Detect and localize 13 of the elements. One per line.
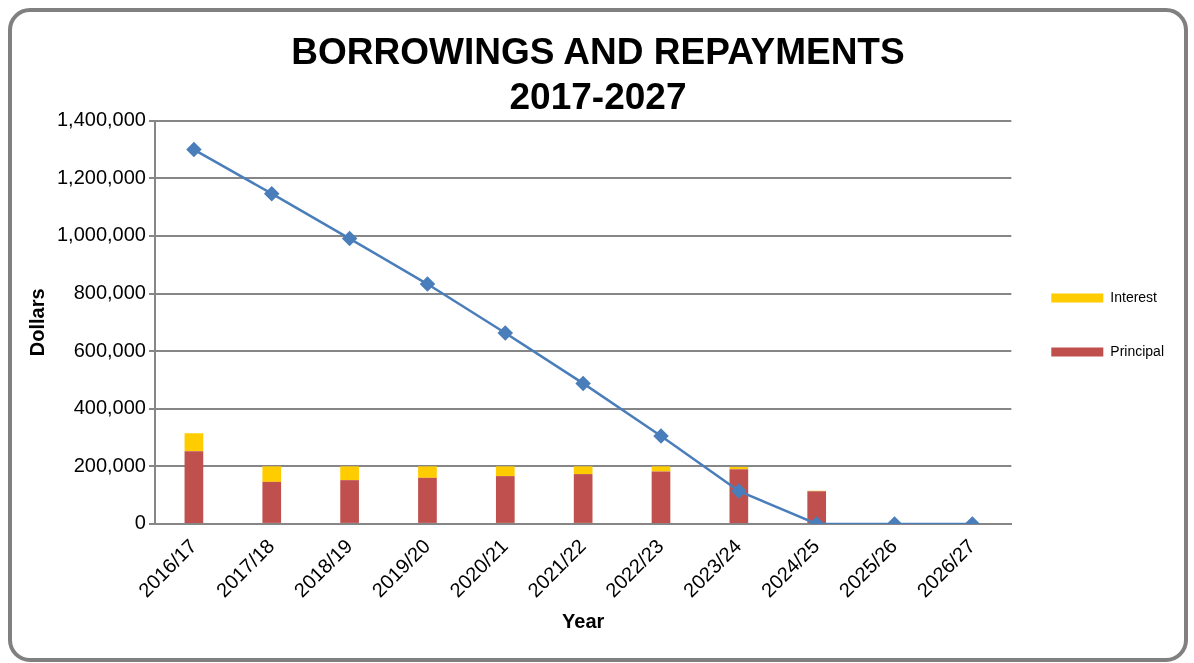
y-tick-label: 0 bbox=[134, 511, 146, 534]
chart-title: BORROWINGS AND REPAYMENTS 2017-2027 bbox=[291, 31, 905, 117]
y-tick-label: 600,000 bbox=[73, 338, 146, 361]
legend-label: Interest bbox=[1110, 288, 1158, 305]
y-tick-label: 800,000 bbox=[73, 281, 146, 304]
x-axis-title: Year bbox=[562, 609, 605, 632]
y-tick-label: 400,000 bbox=[73, 396, 146, 419]
y-tick-label: 1,400,000 bbox=[56, 108, 146, 131]
y-tick-label: 1,200,000 bbox=[56, 165, 146, 188]
legend-label: Principal bbox=[1110, 342, 1165, 359]
y-axis-title: Dollars bbox=[25, 288, 48, 357]
y-tick-label: 200,000 bbox=[73, 453, 146, 476]
y-tick-label: 1,000,000 bbox=[56, 223, 146, 246]
